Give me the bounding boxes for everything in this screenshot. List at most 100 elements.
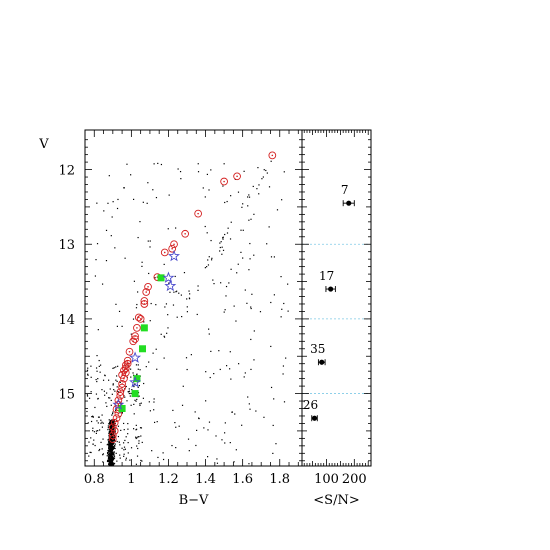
- cluster-star: [110, 428, 112, 430]
- field-star: [88, 455, 90, 457]
- field-star: [283, 401, 286, 403]
- cluster-star: [111, 433, 113, 436]
- field-star: [235, 320, 237, 322]
- rgb-star: [222, 236, 224, 238]
- field-star: [101, 426, 104, 428]
- field-star: [140, 427, 143, 429]
- field-star: [213, 373, 215, 375]
- cluster-star: [108, 456, 110, 458]
- red-circle-center: [128, 350, 131, 353]
- cluster-star: [109, 462, 112, 464]
- field-star: [250, 368, 252, 371]
- cluster-star: [107, 443, 109, 445]
- field-star: [230, 378, 232, 380]
- field-star: [113, 462, 116, 465]
- field-star: [280, 316, 282, 318]
- cluster-star: [113, 427, 115, 429]
- cluster-star: [108, 446, 111, 448]
- cluster-star: [112, 425, 114, 427]
- cluster-star: [114, 422, 116, 425]
- cluster-star: [108, 463, 110, 465]
- rgb-star: [124, 396, 126, 398]
- rgb-star: [258, 184, 260, 186]
- field-star: [123, 187, 125, 189]
- field-star: [124, 257, 126, 259]
- field-star: [97, 422, 99, 424]
- rgb-star: [210, 259, 213, 261]
- field-star: [219, 368, 221, 371]
- field-star: [172, 409, 174, 412]
- field-star: [250, 307, 252, 310]
- field-star: [253, 359, 255, 361]
- rgb-star: [266, 172, 268, 174]
- cluster-star: [108, 432, 110, 434]
- field-star: [110, 235, 112, 237]
- field-star: [98, 359, 100, 362]
- cluster-star: [106, 459, 109, 461]
- field-star: [139, 404, 141, 407]
- red-circle-center: [145, 291, 148, 293]
- sn-point: [346, 200, 352, 206]
- field-star: [224, 442, 226, 444]
- red-circle-point: [118, 383, 126, 392]
- cluster-star: [107, 456, 110, 458]
- field-star: [95, 430, 98, 432]
- field-star: [242, 229, 244, 231]
- cluster-star: [110, 454, 112, 457]
- red-circle-center: [271, 154, 274, 157]
- field-star: [129, 395, 131, 397]
- field-star: [213, 283, 215, 285]
- cluster-star: [112, 421, 114, 423]
- field-star: [97, 378, 99, 380]
- cluster-star: [111, 443, 114, 445]
- cluster-star: [110, 448, 113, 450]
- field-star: [224, 201, 226, 204]
- field-star: [287, 283, 289, 285]
- field-star: [124, 448, 126, 450]
- field-star: [234, 413, 236, 415]
- field-star: [107, 202, 109, 204]
- red-circle-center: [112, 438, 114, 440]
- field-star: [135, 400, 137, 402]
- field-star: [180, 294, 182, 296]
- field-star: [224, 432, 226, 434]
- field-star: [226, 200, 228, 203]
- rgb-star: [222, 238, 224, 240]
- field-star: [99, 371, 101, 373]
- field-star: [116, 390, 118, 392]
- field-star: [87, 422, 89, 424]
- field-star: [235, 449, 237, 451]
- field-star: [282, 365, 285, 367]
- field-star: [151, 450, 153, 452]
- cluster-star: [108, 440, 111, 442]
- x-tick-label: 1.2: [158, 472, 179, 487]
- field-star: [160, 163, 163, 166]
- field-star: [178, 292, 180, 294]
- field-star: [100, 419, 102, 421]
- rgb-star: [256, 188, 258, 190]
- cluster-star: [110, 445, 112, 447]
- field-star: [113, 458, 115, 460]
- cluster-star: [107, 458, 110, 460]
- field-star: [102, 454, 104, 456]
- field-star: [225, 295, 227, 297]
- field-star: [104, 375, 106, 377]
- field-star: [248, 219, 250, 221]
- field-star: [153, 398, 155, 400]
- field-star: [127, 428, 129, 430]
- field-star: [116, 460, 118, 462]
- cluster-star: [109, 452, 111, 454]
- field-star: [243, 376, 245, 378]
- field-star: [94, 444, 96, 447]
- field-star: [248, 463, 250, 465]
- field-star: [94, 275, 97, 277]
- red-circle-point: [116, 391, 125, 400]
- field-star: [210, 169, 212, 171]
- field-star: [137, 291, 139, 293]
- field-star: [102, 422, 104, 424]
- field-star: [218, 350, 220, 352]
- field-star: [136, 455, 139, 457]
- cluster-star: [108, 447, 110, 449]
- field-star: [121, 325, 123, 327]
- field-star: [230, 195, 232, 197]
